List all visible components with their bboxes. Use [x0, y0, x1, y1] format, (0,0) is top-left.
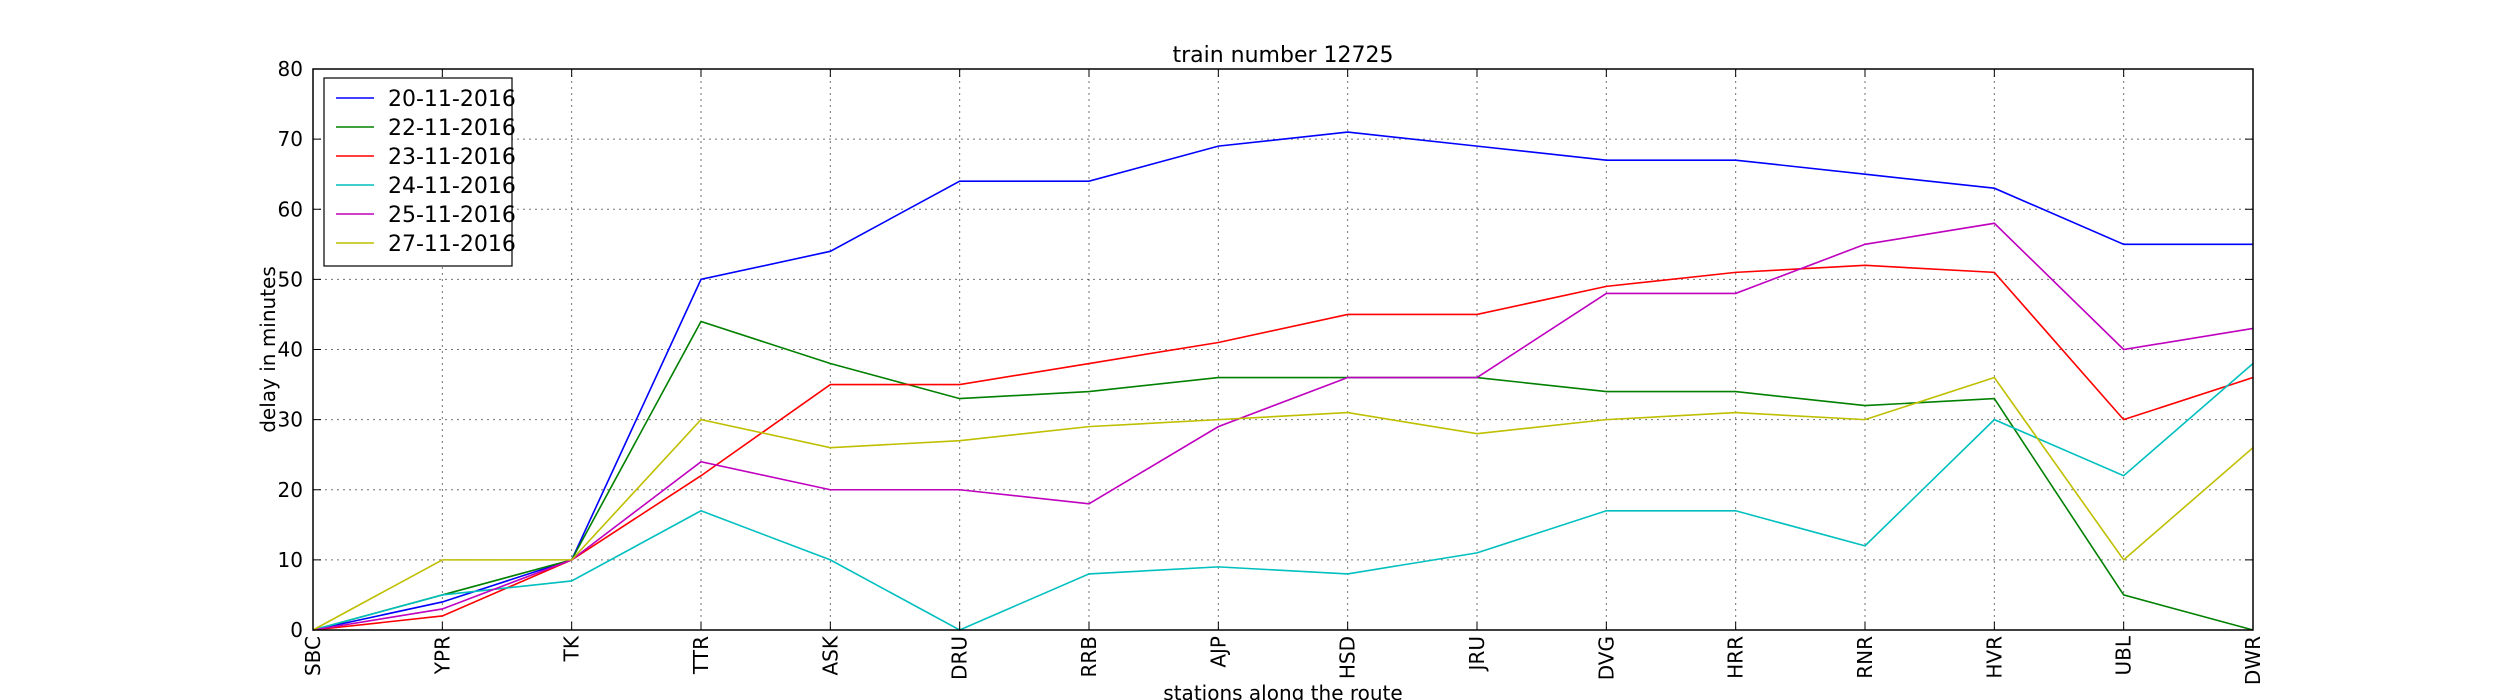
y-tick-label: 50: [278, 267, 303, 291]
y-axis-title: delay in minutes: [256, 266, 280, 433]
series-line-2: [312, 320, 2254, 631]
x-tick-label: RNR: [1853, 636, 1877, 679]
grid-lines: [312, 68, 2254, 631]
x-axis-ticks: SBC YPR TK TTR ASK DRU RRB AJP HSD JRU DVG HRR RNR HV…: [301, 69, 2265, 685]
legend: 20-11-2016 22-11-2016 23-11-2016 24-11-2016…: [323, 77, 516, 267]
x-tick-label: YPR: [430, 636, 454, 675]
x-tick-label: AJP: [1206, 636, 1230, 668]
y-tick-label: 70: [278, 127, 303, 151]
series-line-4: [312, 362, 2254, 631]
x-tick-label: DRU: [948, 636, 972, 680]
legend-label: 27-11-2016: [388, 232, 516, 257]
y-tick-label: 60: [278, 197, 303, 221]
x-tick-label: HVR: [1982, 636, 2006, 679]
y-tick-label: 30: [278, 408, 303, 432]
y-tick-label: 10: [278, 548, 303, 572]
x-tick-label: DWR: [2241, 636, 2265, 685]
x-tick-label: UBL: [2112, 635, 2136, 675]
legend-label: 23-11-2016: [388, 145, 516, 170]
y-tick-label: 80: [278, 57, 303, 81]
x-tick-label: HSD: [1336, 636, 1360, 679]
x-tick-label: ASK: [818, 635, 842, 675]
series-line-6: [312, 376, 2254, 631]
x-tick-label: JRU: [1465, 636, 1489, 672]
x-tick-label: DVG: [1594, 636, 1618, 680]
y-tick-label: 40: [278, 338, 303, 362]
legend-box: [323, 77, 513, 267]
series-line-3: [312, 264, 2254, 631]
legend-label: 22-11-2016: [388, 116, 516, 141]
x-tick-label: SBC: [301, 636, 325, 676]
chart-title: train number 12725: [1172, 43, 1393, 68]
series-line-5: [312, 222, 2254, 631]
series-lines: [312, 131, 2254, 631]
y-tick-label: 0: [290, 618, 303, 642]
legend-label: 20-11-2016: [388, 87, 516, 112]
x-tick-label: TK: [560, 635, 584, 662]
legend-label: 25-11-2016: [388, 203, 516, 228]
series-line-1: [312, 131, 2253, 631]
legend-label: 24-11-2016: [388, 174, 516, 199]
x-tick-label: HRR: [1724, 636, 1748, 679]
plot-frame: [312, 68, 2254, 631]
y-tick-label: 20: [278, 478, 303, 502]
x-tick-label: RRB: [1077, 636, 1101, 678]
x-tick-label: TTR: [689, 636, 713, 675]
y-axis-ticks: 0 10 20 30 40 50 60 70 80: [278, 57, 2253, 642]
x-axis-title: stations along the route: [1163, 681, 1402, 700]
